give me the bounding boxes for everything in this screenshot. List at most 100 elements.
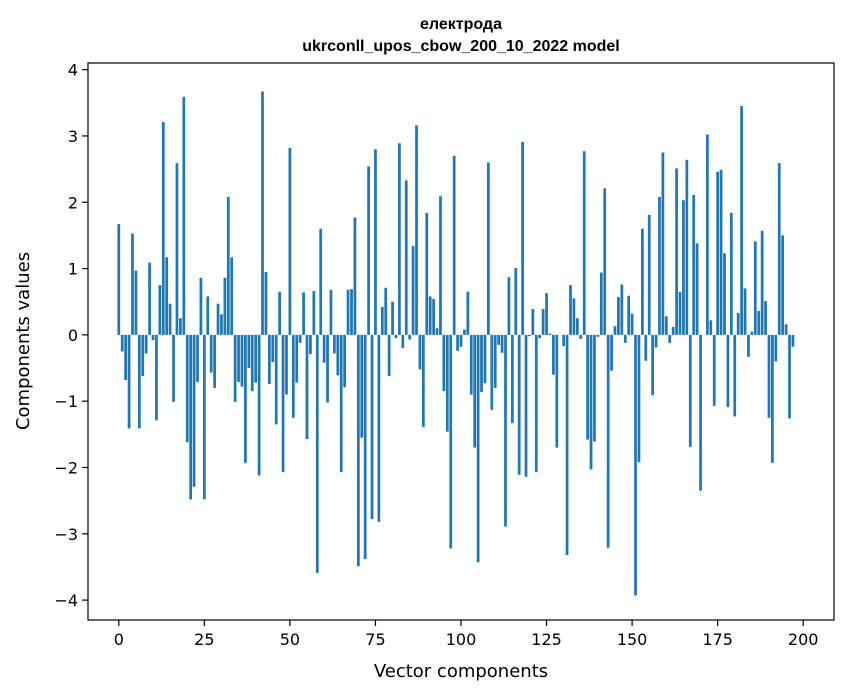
bar bbox=[278, 291, 281, 335]
bar bbox=[439, 196, 442, 335]
x-tick-label: 100 bbox=[446, 630, 477, 649]
bar bbox=[606, 334, 610, 548]
y-tick-label: −3 bbox=[54, 525, 78, 544]
bar bbox=[226, 196, 230, 335]
bar bbox=[723, 253, 726, 335]
bar bbox=[161, 122, 165, 335]
bar bbox=[791, 334, 795, 347]
bar bbox=[500, 334, 504, 353]
bar bbox=[415, 125, 418, 335]
bar bbox=[189, 334, 193, 500]
bar bbox=[788, 334, 791, 419]
x-tick-label: 0 bbox=[114, 630, 124, 649]
bar bbox=[538, 334, 542, 339]
bar bbox=[360, 334, 364, 438]
bar bbox=[452, 155, 456, 335]
bar bbox=[411, 246, 415, 335]
bar bbox=[179, 318, 182, 335]
bar bbox=[309, 334, 312, 355]
bar bbox=[685, 159, 689, 335]
bar bbox=[671, 326, 675, 335]
bar bbox=[141, 334, 145, 376]
bar bbox=[401, 334, 405, 349]
bar bbox=[435, 328, 439, 335]
bar bbox=[456, 334, 459, 351]
bar bbox=[192, 334, 196, 487]
plot-frame bbox=[87, 62, 835, 621]
bar bbox=[531, 309, 535, 335]
x-axis-label: Vector components bbox=[374, 661, 548, 682]
bar bbox=[131, 233, 134, 335]
bar bbox=[517, 334, 521, 475]
bar bbox=[134, 270, 138, 335]
bar bbox=[510, 334, 514, 424]
bar bbox=[552, 334, 555, 375]
bar bbox=[206, 296, 210, 335]
bar bbox=[120, 334, 124, 352]
bar bbox=[603, 188, 607, 335]
bar bbox=[757, 311, 761, 335]
bar bbox=[534, 334, 538, 473]
bar bbox=[404, 180, 408, 335]
bar bbox=[548, 333, 552, 335]
bar bbox=[291, 334, 295, 418]
bar bbox=[514, 267, 518, 335]
bar bbox=[391, 301, 394, 335]
bar bbox=[781, 235, 785, 335]
bar bbox=[268, 334, 271, 384]
y-tick-label: −2 bbox=[54, 458, 78, 477]
bar bbox=[658, 196, 661, 335]
bar bbox=[202, 334, 206, 500]
bar bbox=[124, 334, 128, 380]
bar bbox=[634, 334, 637, 596]
bar bbox=[459, 334, 463, 347]
bar bbox=[322, 334, 326, 363]
bar bbox=[432, 299, 435, 335]
bar bbox=[274, 334, 278, 425]
bar bbox=[230, 257, 234, 335]
bar bbox=[336, 334, 340, 376]
bar bbox=[356, 334, 360, 567]
bar bbox=[579, 334, 583, 339]
bar bbox=[699, 334, 702, 491]
y-tick-label: 4 bbox=[68, 61, 78, 80]
bar bbox=[257, 334, 261, 476]
bar bbox=[281, 334, 285, 473]
bar bbox=[175, 163, 179, 335]
bar bbox=[651, 334, 654, 396]
bar bbox=[688, 334, 692, 447]
bar bbox=[767, 334, 771, 418]
bar bbox=[747, 334, 750, 357]
bar bbox=[363, 334, 367, 559]
bar bbox=[199, 277, 203, 335]
bar bbox=[370, 334, 374, 520]
y-axis-ticks: 4 3 2 1 0 −1 −2 −3 −4 bbox=[54, 61, 88, 610]
bar bbox=[541, 309, 545, 335]
bar bbox=[682, 200, 685, 335]
x-tick-label: 175 bbox=[702, 630, 733, 649]
bar bbox=[596, 334, 600, 337]
x-tick-label: 75 bbox=[365, 630, 385, 649]
bar bbox=[575, 318, 579, 335]
bar bbox=[261, 91, 264, 335]
bar bbox=[151, 334, 155, 341]
bar bbox=[264, 271, 268, 335]
bar bbox=[613, 326, 617, 335]
bar bbox=[480, 334, 483, 392]
bar bbox=[285, 334, 288, 395]
bar bbox=[333, 334, 336, 354]
bar bbox=[545, 293, 548, 335]
bar bbox=[469, 334, 473, 395]
x-tick-label: 150 bbox=[617, 630, 648, 649]
bar bbox=[398, 143, 401, 335]
bar bbox=[692, 194, 696, 335]
bar bbox=[716, 171, 720, 335]
bar bbox=[220, 314, 223, 335]
bar bbox=[155, 334, 158, 421]
bar bbox=[244, 334, 247, 463]
bar bbox=[196, 334, 199, 382]
bar bbox=[764, 301, 767, 335]
bar bbox=[521, 141, 524, 335]
bar bbox=[216, 303, 220, 335]
